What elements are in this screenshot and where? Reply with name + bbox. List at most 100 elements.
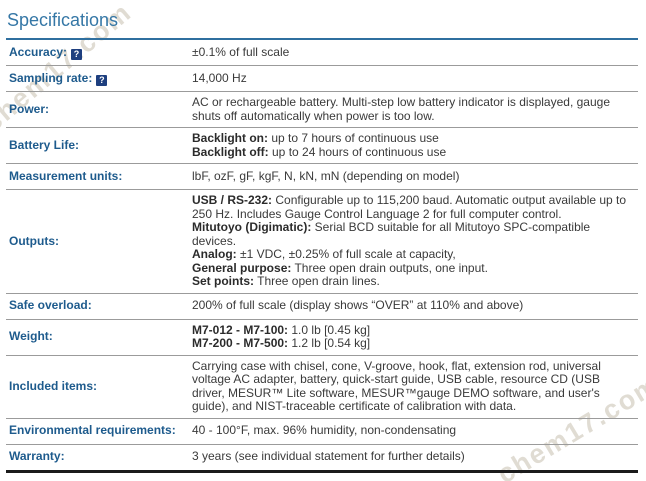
spec-label-text: Accuracy: — [9, 44, 68, 59]
spec-value-segment: ±1 VDC, ±0.25% of full scale at capacity… — [236, 247, 456, 261]
spec-label: Measurement units: — [6, 166, 187, 188]
spec-value: 200% of full scale (display shows “OVER”… — [187, 295, 638, 317]
spec-row: Weight: M7-012 - M7-100: 1.0 lb [0.45 kg]… — [6, 320, 638, 356]
spec-value-segment: Carrying case with chisel, cone, V-groov… — [192, 358, 601, 373]
spec-value-segment: lbF, ozF, gF, kgF, N, kN, mN (depending … — [192, 168, 460, 183]
spec-label-text: Warranty: — [9, 449, 65, 464]
spec-label: Outputs: — [6, 231, 187, 253]
spec-value: ±0.1% of full scale — [187, 42, 638, 64]
spec-value-bold-segment: Set points: — [192, 274, 254, 288]
spec-value-line: driver, MESUR™ Lite software, MESUR™gaug… — [192, 385, 628, 401]
spec-label: Warranty: — [6, 446, 187, 468]
spec-value-segment: Three open drain outputs, one input. — [291, 260, 488, 275]
spec-value-line: M7-200 - M7-500: 1.2 lb [0.54 kg] — [192, 336, 628, 351]
spec-label-text: Power: — [9, 101, 50, 116]
spec-value-segment: guide), and NIST-traceable certificate o… — [192, 399, 517, 413]
spec-value-line: 200% of full scale (display shows “OVER”… — [192, 299, 628, 313]
spec-value-line: Analog: ±1 VDC, ±0.25% of full scale at … — [192, 247, 628, 262]
spec-row: Environmental requirements: 40 - 100°F, m… — [6, 419, 638, 445]
spec-value-bold-segment: M7-200 - M7-500: — [192, 336, 289, 350]
spec-value-line: lbF, ozF, gF, kgF, N, kN, mN (depending … — [192, 168, 628, 184]
spec-value-segment: up to 24 hours of continuous use — [268, 144, 447, 159]
spec-label: Included items: — [6, 376, 187, 398]
spec-value-segment: shuts off automatically when power is to… — [192, 108, 435, 123]
spec-label: Accuracy:? — [6, 42, 187, 64]
spec-value-segment: 250 Hz. Includes Gauge Control Language … — [192, 206, 562, 221]
spec-value-bold-segment: Backlight off: — [192, 144, 269, 159]
spec-row: Accuracy:? ±0.1% of full scale — [6, 40, 638, 66]
spec-label: Weight: — [6, 326, 187, 348]
spec-value-line: 3 years (see individual statement for fu… — [192, 450, 628, 464]
spec-value-bold-segment: Backlight on: — [192, 131, 269, 145]
spec-value-line: guide), and NIST-traceable certificate o… — [192, 399, 628, 414]
spec-row: Warranty: 3 years (see individual stateme… — [6, 445, 638, 473]
spec-value-segment: voltage AC adapter, battery, quick-start… — [192, 372, 600, 386]
help-icon[interactable]: ? — [71, 48, 83, 60]
spec-value-segment: 1.2 lb [0.54 kg] — [288, 336, 371, 350]
spec-value-segment: 40 - 100°F, max. 96% humidity, non-conde… — [192, 423, 457, 438]
spec-row: Measurement units: lbF, ozF, gF, kgF, N, … — [6, 164, 638, 190]
spec-row: Battery Life: Backlight on: up to 7 hours… — [6, 128, 638, 164]
page-title: Specifications — [6, 10, 638, 40]
spec-value-bold-segment: General purpose: — [192, 260, 292, 275]
spec-value-segment: Three open drain lines. — [254, 274, 380, 288]
spec-value-line: devices. — [192, 233, 628, 249]
spec-label-text: Safe overload: — [9, 298, 92, 313]
spec-value-line: Carrying case with chisel, cone, V-groov… — [192, 358, 628, 374]
spec-value-line: USB / RS-232: Configurable up to 115,200… — [192, 193, 628, 208]
spec-value: 14,000 Hz — [187, 68, 638, 90]
spec-value-segment: Serial BCD suitable for all Mitutoyo SPC… — [311, 220, 591, 234]
spec-value-segment: 200% of full scale (display shows “OVER”… — [192, 298, 524, 313]
spec-row: Safe overload: 200% of full scale (displa… — [6, 294, 638, 320]
spec-label: Power: — [6, 99, 187, 121]
spec-value-line: 40 - 100°F, max. 96% humidity, non-conde… — [192, 424, 628, 438]
spec-label-text: Battery Life: — [9, 137, 80, 152]
spec-value-bold-segment: M7-012 - M7-100: — [192, 322, 289, 337]
spec-value-segment: devices. — [192, 233, 237, 248]
spec-value: Carrying case with chisel, cone, V-groov… — [187, 356, 638, 418]
spec-value-segment: ±0.1% of full scale — [192, 44, 290, 59]
spec-row: Included items: Carrying case with chisel… — [6, 356, 638, 419]
spec-value-segment: 14,000 Hz — [192, 70, 247, 85]
spec-value-bold-segment: Mitutoyo (Digimatic): — [192, 220, 312, 234]
help-icon[interactable]: ? — [96, 74, 108, 86]
spec-value: AC or rechargeable battery. Multi-step l… — [187, 92, 638, 127]
spec-value: M7-012 - M7-100: 1.0 lb [0.45 kg] M7-200 … — [187, 320, 638, 355]
spec-value: USB / RS-232: Configurable up to 115,200… — [187, 190, 638, 293]
spec-value-segment: driver, MESUR™ Lite software, MESUR™gaug… — [192, 385, 600, 400]
spec-value-segment: Configurable up to 115,200 baud. Automat… — [272, 193, 627, 207]
spec-value: 3 years (see individual statement for fu… — [187, 446, 638, 468]
spec-row: Power: AC or rechargeable battery. Multi-… — [6, 92, 638, 128]
spec-value-segment: up to 7 hours of continuous use — [268, 131, 439, 145]
spec-value-line: 14,000 Hz — [192, 70, 628, 86]
spec-value-line: 250 Hz. Includes Gauge Control Language … — [192, 206, 628, 222]
spec-value-segment: 3 years (see individual statement for fu… — [192, 449, 465, 464]
spec-value: 40 - 100°F, max. 96% humidity, non-conde… — [187, 420, 638, 442]
spec-value-line: ±0.1% of full scale — [192, 44, 628, 60]
spec-value-line: General purpose: Three open drain output… — [192, 260, 628, 276]
spec-value-line: Backlight on: up to 7 hours of continuou… — [192, 131, 628, 146]
spec-value-bold-segment: USB / RS-232: — [192, 193, 273, 207]
spec-label: Battery Life: — [6, 135, 187, 157]
spec-label-text: Environmental requirements: — [9, 423, 176, 438]
specifications-table: Accuracy:? ±0.1% of full scale Sampling ra… — [6, 40, 638, 473]
spec-row: Sampling rate:? 14,000 Hz — [6, 66, 638, 92]
spec-value-line: M7-012 - M7-100: 1.0 lb [0.45 kg] — [192, 322, 628, 338]
spec-row: Outputs: USB / RS-232: Configurable up to… — [6, 190, 638, 294]
spec-label-text: Outputs: — [9, 233, 59, 248]
spec-value-bold-segment: Analog: — [192, 247, 237, 261]
spec-label-text: Sampling rate: — [9, 70, 93, 85]
spec-label-text: Included items: — [9, 378, 98, 393]
spec-value-line: Backlight off: up to 24 hours of continu… — [192, 144, 628, 160]
spec-value-line: Set points: Three open drain lines. — [192, 274, 628, 289]
spec-value: Backlight on: up to 7 hours of continuou… — [187, 128, 638, 163]
spec-value-line: shuts off automatically when power is to… — [192, 108, 628, 124]
spec-label-text: Measurement units: — [9, 168, 123, 183]
spec-value: lbF, ozF, gF, kgF, N, kN, mN (depending … — [187, 166, 638, 188]
spec-value-segment: 1.0 lb [0.45 kg] — [288, 322, 371, 337]
spec-label: Safe overload: — [6, 295, 187, 317]
spec-value-segment: AC or rechargeable battery. Multi-step l… — [192, 95, 610, 109]
spec-value-line: Mitutoyo (Digimatic): Serial BCD suitabl… — [192, 220, 628, 235]
